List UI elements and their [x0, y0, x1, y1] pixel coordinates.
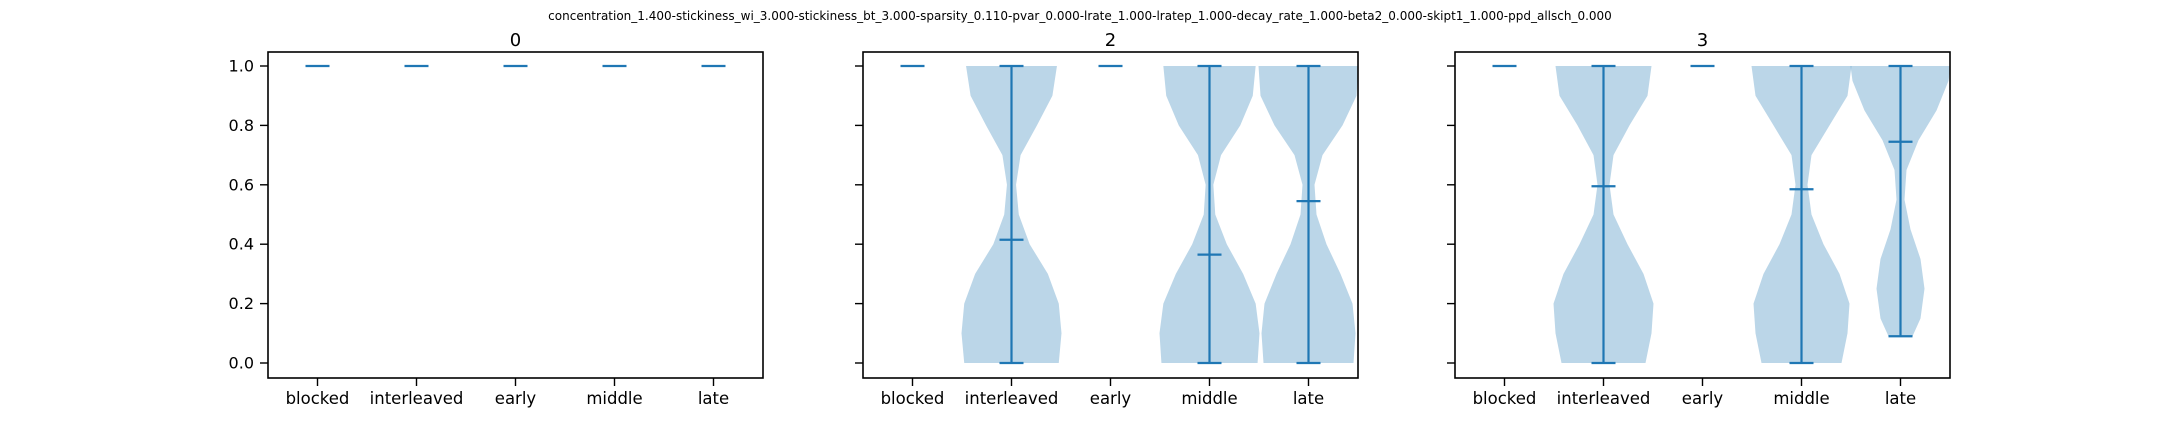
figure-suptitle: concentration_1.400-stickiness_wi_3.000-… — [548, 9, 1612, 23]
y-tick-label: 1.0 — [229, 57, 254, 76]
x-tick-label-interleaved: interleaved — [965, 389, 1059, 408]
plot-frame — [267, 51, 764, 379]
panel-title: 2 — [1105, 30, 1116, 51]
x-tick-label-early: early — [495, 389, 537, 408]
x-tick-label-middle: middle — [586, 389, 642, 408]
y-tick-label: 0.4 — [229, 235, 254, 254]
x-tick-label-blocked: blocked — [286, 389, 350, 408]
panel-1: 2 blocked interleaved early middle late — [855, 30, 1359, 408]
x-tick-label-middle: middle — [1181, 389, 1237, 408]
x-tick-label-blocked: blocked — [1473, 389, 1537, 408]
x-tick-label-early: early — [1090, 389, 1132, 408]
panel-2: 3 blocked interleaved early middle late — [1447, 30, 1951, 408]
x-tick-label-middle: middle — [1773, 389, 1829, 408]
plot-frame — [1454, 51, 1951, 379]
panel-title: 0 — [510, 30, 521, 51]
y-tick-label: 0.6 — [229, 175, 254, 194]
panel-title: 3 — [1697, 30, 1708, 51]
violin-panels: 0 0.0 0.2 0.4 0.6 0.8 1.0 blocked interleaved ear… — [229, 30, 1951, 408]
x-tick-label-late: late — [1293, 389, 1324, 408]
y-tick-label: 0.2 — [229, 294, 254, 313]
panel-0: 0 0.0 0.2 0.4 0.6 0.8 1.0 blocked interleaved ear… — [229, 30, 764, 408]
x-tick-label-late: late — [1885, 389, 1916, 408]
x-tick-label-interleaved: interleaved — [1557, 389, 1651, 408]
plot-frame — [862, 51, 1359, 379]
x-tick-label-interleaved: interleaved — [370, 389, 464, 408]
x-tick-label-late: late — [698, 389, 729, 408]
x-tick-label-blocked: blocked — [881, 389, 945, 408]
y-tick-label: 0.0 — [229, 354, 254, 373]
y-tick-label: 0.8 — [229, 116, 254, 135]
x-tick-label-early: early — [1682, 389, 1724, 408]
